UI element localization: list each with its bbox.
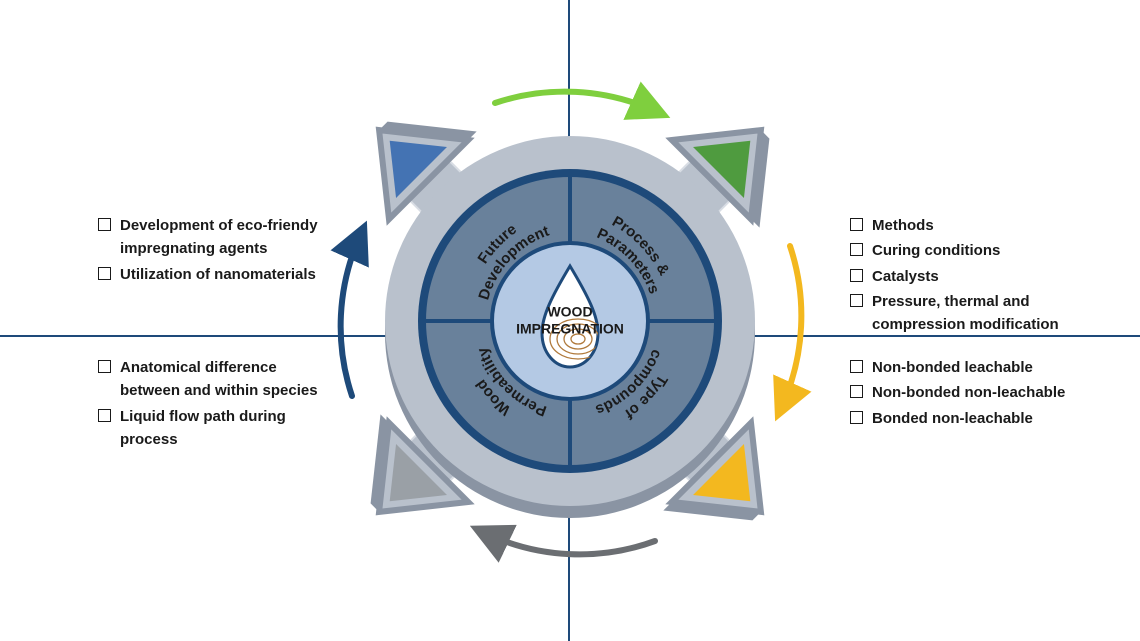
center-title: WOOD IMPREGNATION	[516, 303, 624, 338]
bullets-top-left: Development of eco-friendy impregnating …	[98, 214, 328, 288]
bullet-item: Catalysts	[850, 265, 1100, 288]
bullet-item: Methods	[850, 214, 1100, 237]
bullet-item: Non-bonded non-leachable	[850, 381, 1100, 404]
bullet-item: Non-bonded leachable	[850, 356, 1100, 379]
bullet-item: Liquid flow path during process	[98, 405, 328, 452]
bullet-item: Utilization of nanomaterials	[98, 263, 328, 286]
bullets-bottom-left: Anatomical difference between and within…	[98, 356, 328, 453]
bullet-item: Anatomical difference between and within…	[98, 356, 328, 403]
diagram-container: Future Development Process & Parameters …	[320, 71, 820, 571]
bullet-item: Bonded non-leachable	[850, 407, 1100, 430]
center-line1: WOOD	[547, 303, 592, 319]
bullets-bottom-right: Non-bonded leachableNon-bonded non-leach…	[850, 356, 1100, 432]
bullet-item: Curing conditions	[850, 239, 1100, 262]
bullets-top-right: MethodsCuring conditions CatalystsPressur…	[850, 214, 1100, 338]
center-line2: IMPREGNATION	[516, 321, 624, 337]
bullet-item: Pressure, thermal and compression modifi…	[850, 290, 1100, 337]
bullet-item: Development of eco-friendy impregnating …	[98, 214, 328, 261]
